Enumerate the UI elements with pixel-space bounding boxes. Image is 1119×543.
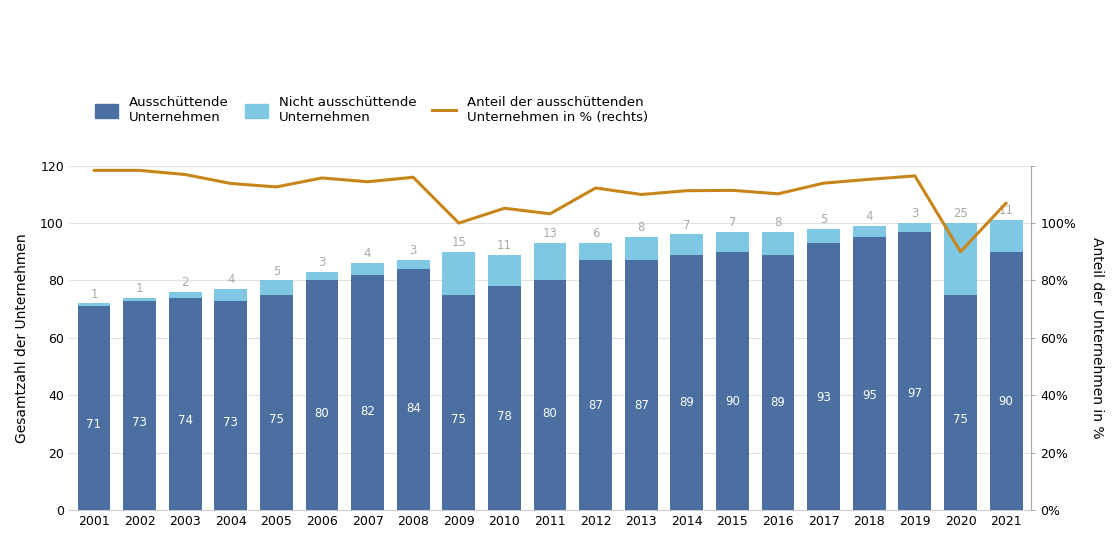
Bar [989,220,1023,252]
Text: 4: 4 [364,247,372,260]
Bar [397,260,430,269]
Text: 89: 89 [771,396,786,409]
Text: 93: 93 [816,392,831,405]
Text: 89: 89 [679,396,694,409]
Bar [351,275,384,510]
Text: 8: 8 [638,222,645,235]
Bar [580,260,612,510]
Bar [716,252,749,510]
Bar [670,235,703,255]
Bar [580,243,612,260]
Text: 3: 3 [318,256,326,269]
Bar [944,295,977,510]
Text: 7: 7 [728,216,736,229]
Bar [807,243,840,510]
Bar [716,232,749,252]
Text: 8: 8 [774,216,782,229]
Bar [123,300,156,510]
Y-axis label: Gesamtzahl der Unternehmen: Gesamtzahl der Unternehmen [15,233,29,443]
Text: 75: 75 [953,413,968,426]
Bar [215,289,247,300]
Bar [215,300,247,510]
Text: 4: 4 [227,273,235,286]
Text: 75: 75 [451,413,467,426]
Text: 78: 78 [497,409,511,422]
Text: 74: 74 [178,414,192,427]
Bar [944,223,977,295]
Bar [989,252,1023,510]
Text: 1: 1 [135,282,143,295]
Bar [762,255,794,510]
Bar [397,269,430,510]
Text: 1: 1 [91,287,97,300]
Text: 95: 95 [862,389,876,402]
Text: 13: 13 [543,227,557,240]
Text: 97: 97 [908,387,922,400]
Bar [624,260,658,510]
Bar [670,255,703,510]
Bar [899,223,931,232]
Bar [488,286,520,510]
Bar [853,226,886,237]
Y-axis label: Anteil der Unternehmen in %: Anteil der Unternehmen in % [1090,237,1104,439]
Bar [351,263,384,275]
Text: 11: 11 [998,204,1014,217]
Text: 80: 80 [314,407,329,420]
Text: 4: 4 [865,210,873,223]
Bar [899,232,931,510]
Text: 73: 73 [132,415,147,428]
Bar [169,298,201,510]
Bar [534,280,566,510]
Text: 15: 15 [451,236,467,249]
Legend: Ausschüttende
Unternehmen, Nicht ausschüttende
Unternehmen, Anteil der ausschütt: Ausschüttende Unternehmen, Nicht ausschü… [95,96,648,124]
Bar [488,255,520,286]
Text: 87: 87 [589,399,603,412]
Text: 3: 3 [410,244,417,257]
Bar [442,295,476,510]
Text: 90: 90 [998,395,1014,408]
Text: 11: 11 [497,239,511,252]
Text: 82: 82 [360,405,375,418]
Bar [260,280,293,295]
Bar [305,272,338,280]
Text: 2: 2 [181,276,189,289]
Bar [534,243,566,280]
Bar [123,298,156,300]
Bar [807,229,840,243]
Text: 5: 5 [273,264,280,277]
Text: 84: 84 [406,402,421,415]
Bar [77,304,111,306]
Text: 25: 25 [953,207,968,220]
Text: 75: 75 [269,413,284,426]
Bar [624,237,658,260]
Bar [853,237,886,510]
Bar [442,252,476,295]
Bar [260,295,293,510]
Bar [77,306,111,510]
Text: 6: 6 [592,227,600,240]
Text: 87: 87 [633,399,649,412]
Text: 7: 7 [683,219,690,232]
Text: 80: 80 [543,407,557,420]
Text: 90: 90 [725,395,740,408]
Bar [762,232,794,255]
Bar [169,292,201,298]
Text: 71: 71 [86,418,102,431]
Bar [305,280,338,510]
Text: 3: 3 [911,207,919,220]
Text: 73: 73 [224,415,238,428]
Text: 5: 5 [820,213,827,226]
